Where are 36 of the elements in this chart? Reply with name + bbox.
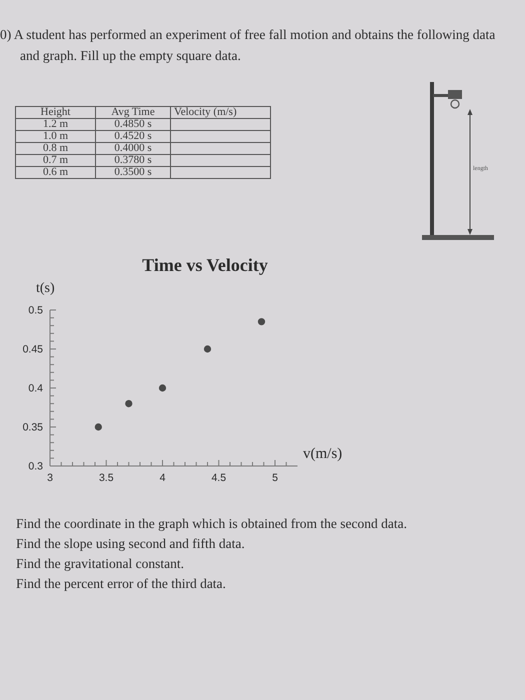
point xyxy=(158,384,166,392)
text: Velocity (m/s) xyxy=(174,106,237,118)
y-tick-label: 0.3 xyxy=(28,460,44,473)
y-axis-title: t(s) xyxy=(36,281,55,296)
point xyxy=(258,318,266,326)
text: Find the slope using second and fifth data. xyxy=(16,536,245,551)
y-tick-label: 0.4 xyxy=(28,382,44,395)
text: 1.2 m xyxy=(42,118,68,130)
text: 0.3780 s xyxy=(114,154,152,166)
x-axis-title: v(m/s) xyxy=(303,446,342,462)
text: 0.8 m xyxy=(42,142,68,154)
point xyxy=(125,400,132,408)
text: 0.4520 s xyxy=(114,130,152,142)
text: Find the gravitational constant. xyxy=(16,556,184,571)
y-tick-label: 0.35 xyxy=(22,422,44,434)
y-tick-label: 0.45 xyxy=(22,344,44,356)
text: Find the coordinate in the graph which is obtained from the second data. xyxy=(16,516,408,531)
point xyxy=(204,345,212,353)
text: 0.6 m xyxy=(42,166,68,178)
text: 0.4000 s xyxy=(114,142,152,154)
x-tick-label: 5 xyxy=(272,472,278,484)
y-tick-label: 0.5 xyxy=(28,304,44,317)
text: 0.4850 s xyxy=(114,118,152,130)
chart-title: Time vs Velocity xyxy=(142,255,268,275)
text: Height xyxy=(40,106,70,118)
x-tick-label: 4.5 xyxy=(211,472,226,484)
text: 0.7 m xyxy=(42,154,68,166)
text: 1.0 m xyxy=(42,130,68,142)
text: 0) A student has performed an experiment of free fall motion and obtains the following data and graph. Fill up the empty square data. xyxy=(0,27,496,63)
text: Avg Time xyxy=(111,106,155,118)
text: Find the percent error of the third data. xyxy=(16,576,226,591)
point xyxy=(94,423,102,431)
x-tick-label: 3.5 xyxy=(98,472,114,484)
x-tick-label: 3 xyxy=(47,472,54,484)
text: 0.3500 s xyxy=(114,166,152,178)
x-tick-label: 4 xyxy=(160,472,166,484)
